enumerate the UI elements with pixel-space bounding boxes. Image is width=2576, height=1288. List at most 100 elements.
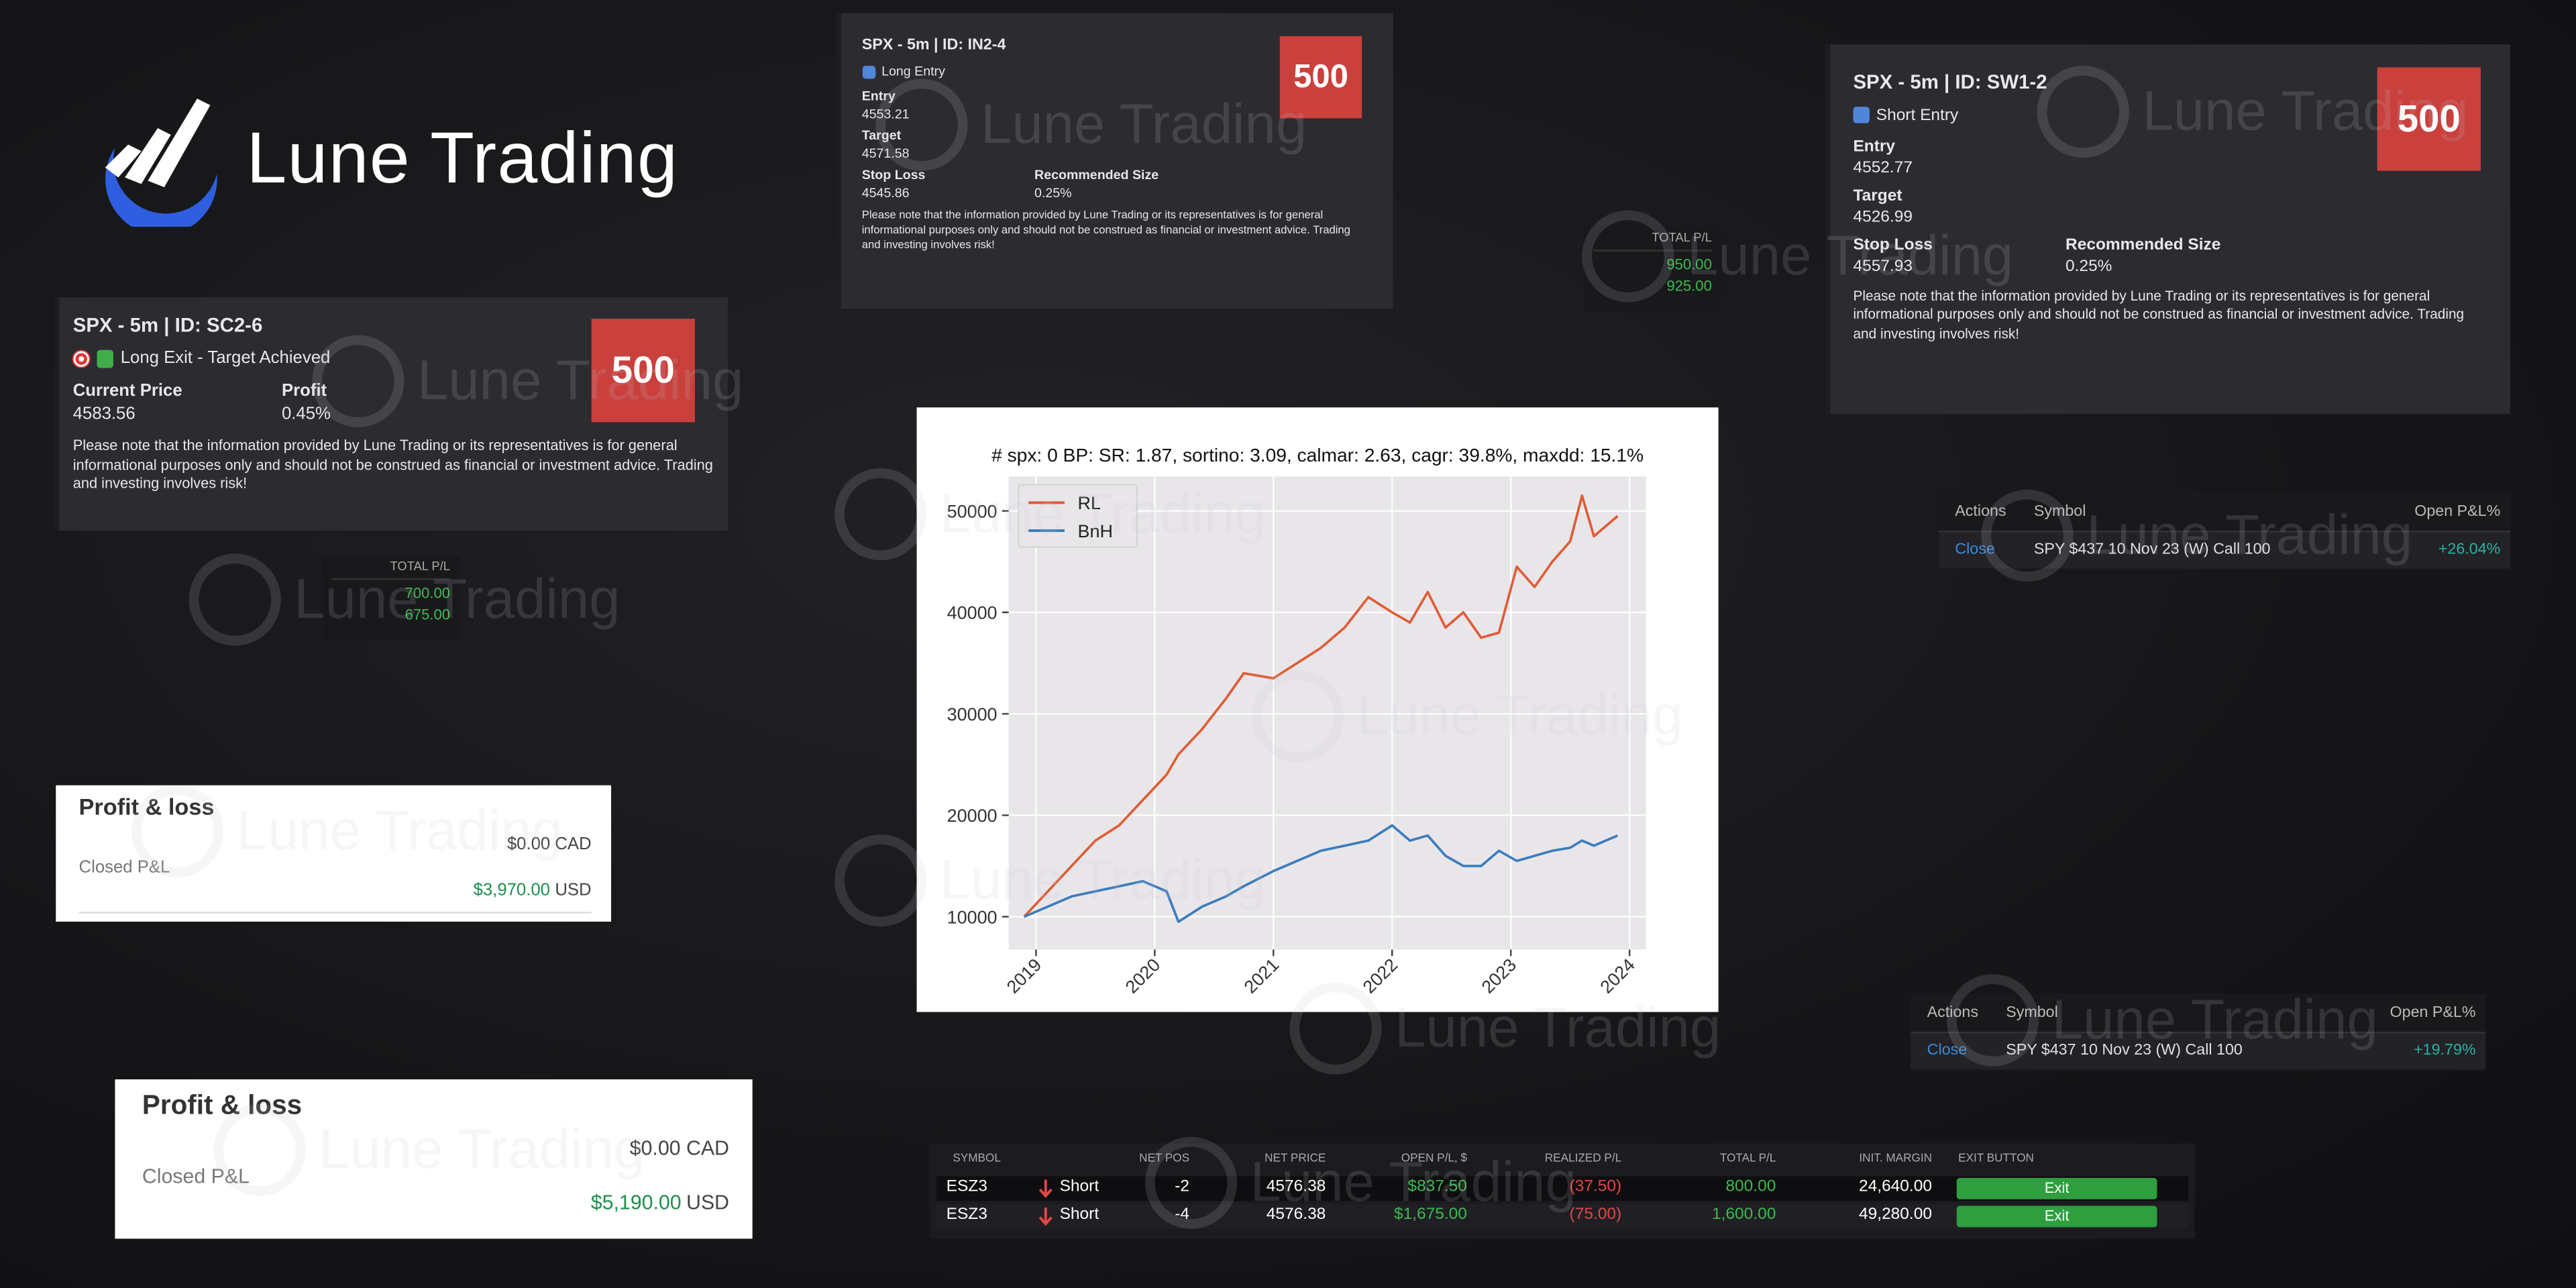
futures-table: SYMBOL NET POS NET PRICE OPEN P/L, $ REALIZE… — [930, 1143, 2195, 1239]
column-header: NET PRICE — [1265, 1153, 1326, 1165]
y-tick-label: 50000 — [947, 501, 998, 521]
column-header: Symbol — [2006, 1004, 2058, 1022]
column-header: SYMBOL — [953, 1153, 1001, 1165]
x-tick-label: 2023 — [1478, 955, 1521, 998]
total-pl-header: TOTAL P/L — [331, 559, 451, 580]
chart-panel: # spx: 0 BP: SR: 1.87, sortino: 3.09, ca… — [916, 407, 1719, 1012]
table-cell: 24,640.00 — [1859, 1177, 1933, 1196]
pnl-balance: $0.00 CAD — [506, 835, 592, 855]
table-cell: (75.00) — [1569, 1205, 1622, 1224]
field: Target 4571.58 — [862, 128, 1208, 163]
pnl-title: Profit & loss — [142, 1089, 303, 1120]
table-cell: $1,675.00 — [1393, 1205, 1467, 1224]
row-cell: Close — [1927, 1041, 1968, 1060]
pnl-currency: USD — [555, 880, 592, 901]
row-cell: SPY $437 10 Nov 23 (W) Call 100 — [2006, 1041, 2243, 1060]
field-label: Profit — [281, 380, 327, 401]
card-title: SPX - 5m | ID: SW1-2 — [1853, 70, 2047, 94]
card-fields: Entry 4552.77 Target 4526.99 Stop Loss 4557.9… — [1853, 136, 2277, 278]
divider — [78, 912, 592, 914]
disclaimer: Please note that the information provide… — [72, 437, 713, 492]
exit-button[interactable]: Exit — [1956, 1205, 2157, 1228]
total-pl-widget: TOTAL P/L 950.00 925.00 — [1583, 226, 1722, 313]
row-cell: SPY $437 10 Nov 23 (W) Call 100 — [2033, 540, 2271, 559]
line-chart: # spx: 0 BP: SR: 1.87, sortino: 3.09, ca… — [947, 445, 1646, 998]
field-label: Recommended Size — [1034, 167, 1159, 182]
column-header: NET POS — [1139, 1153, 1190, 1165]
field-label: Entry — [1853, 138, 1896, 156]
field-value: 0.25% — [1034, 184, 1072, 200]
target-icon — [72, 350, 91, 368]
field: Target 4526.99 — [1853, 185, 2277, 229]
table-cell: 4576.38 — [1266, 1205, 1326, 1224]
table-cell: -2 — [1175, 1177, 1190, 1196]
legend-label: RL — [1078, 493, 1101, 513]
field: Entry 4552.77 — [1853, 136, 2277, 180]
field-label: Target — [861, 128, 902, 144]
table-cell: 1,600.00 — [1711, 1205, 1776, 1224]
exit-button[interactable]: Exit — [1956, 1177, 2157, 1199]
column-header: Actions — [1927, 1004, 1978, 1022]
total-pl-value: 925.00 — [1666, 277, 1712, 294]
pnl-label: Closed P&L — [142, 1165, 250, 1188]
positions-widget: Actions Symbol Open P&L% Close SPY $437 10 N… — [1911, 994, 2486, 1071]
table-cell: ESZ3 — [946, 1177, 987, 1196]
table-cell: (37.50) — [1569, 1177, 1622, 1196]
field: Entry 4553.21 — [862, 89, 1208, 124]
column-header: TOTAL P/L — [1719, 1153, 1776, 1165]
pnl-amount-row: $3,970.00 USD — [474, 881, 592, 900]
x-tick-label: 2022 — [1359, 955, 1402, 998]
field-label: Recommended Size — [2065, 236, 2221, 255]
table-cell: -4 — [1175, 1205, 1190, 1224]
field-label: Entry — [861, 89, 896, 104]
field-value: 4545.86 — [861, 184, 910, 200]
row-bg — [1938, 531, 2511, 569]
column-header: REALIZED P/L — [1544, 1153, 1622, 1165]
field-value: 0.45% — [281, 403, 331, 424]
column-header: Symbol — [2033, 502, 2086, 521]
field: Recommended Size 0.25% — [1034, 168, 1207, 203]
series-line — [1023, 824, 1619, 923]
watermark-ring — [835, 468, 927, 561]
total-pl-value: 950.00 — [1666, 256, 1712, 273]
short-arrow — [1038, 1208, 1053, 1226]
pnl-title: Profit & loss — [78, 793, 215, 820]
watermark-ring — [835, 835, 927, 927]
card-title: SPX - 5m | ID: SC2-6 — [72, 313, 263, 337]
plot-area — [1008, 476, 1646, 950]
column-header: OPEN P/L, $ — [1401, 1153, 1467, 1165]
entry-icon — [1853, 107, 1870, 124]
signal-card: SPX - 5m | ID: IN2-4 Long Entry Entry 4553.… — [836, 13, 1393, 309]
table-cell: 800.00 — [1725, 1177, 1776, 1196]
field: Recommended Size 0.25% — [2065, 235, 2278, 278]
card-status: Long Entry — [861, 64, 1373, 81]
pnl-currency: USD — [686, 1191, 729, 1215]
y-tick-label: 30000 — [947, 704, 998, 724]
x-tick-label: 2020 — [1122, 955, 1165, 998]
field-value: 4557.93 — [1853, 258, 1913, 276]
row-bg — [1911, 1031, 2486, 1070]
y-tick-label: 20000 — [947, 806, 998, 826]
table-cell: ESZ3 — [946, 1205, 987, 1224]
logo-icon — [105, 98, 217, 227]
pnl-label: Closed P&L — [78, 857, 170, 877]
total-pl-value: 675.00 — [405, 606, 451, 623]
field-label: Stop Loss — [861, 167, 926, 182]
table-cell: Short — [1059, 1177, 1099, 1196]
field: Profit 0.45% — [282, 381, 490, 427]
row-cell: Close — [1955, 540, 1995, 559]
column-header: Open P&L% — [2390, 1004, 2476, 1022]
field-label: Stop Loss — [1853, 236, 1933, 255]
pnl-amount: $5,190.00 — [590, 1191, 682, 1215]
arrow-shape — [1038, 1208, 1053, 1226]
legend-label: BnH — [1078, 521, 1113, 541]
badge: 500 — [2377, 67, 2481, 171]
row-cell: +26.04% — [2438, 540, 2501, 559]
logo-text: Lune Trading — [246, 118, 679, 199]
field-value: 4552.77 — [1853, 160, 1913, 178]
y-tick-label: 10000 — [947, 907, 998, 927]
y-tick-label: 40000 — [947, 603, 998, 623]
status-text: Short Entry — [1876, 106, 1959, 125]
